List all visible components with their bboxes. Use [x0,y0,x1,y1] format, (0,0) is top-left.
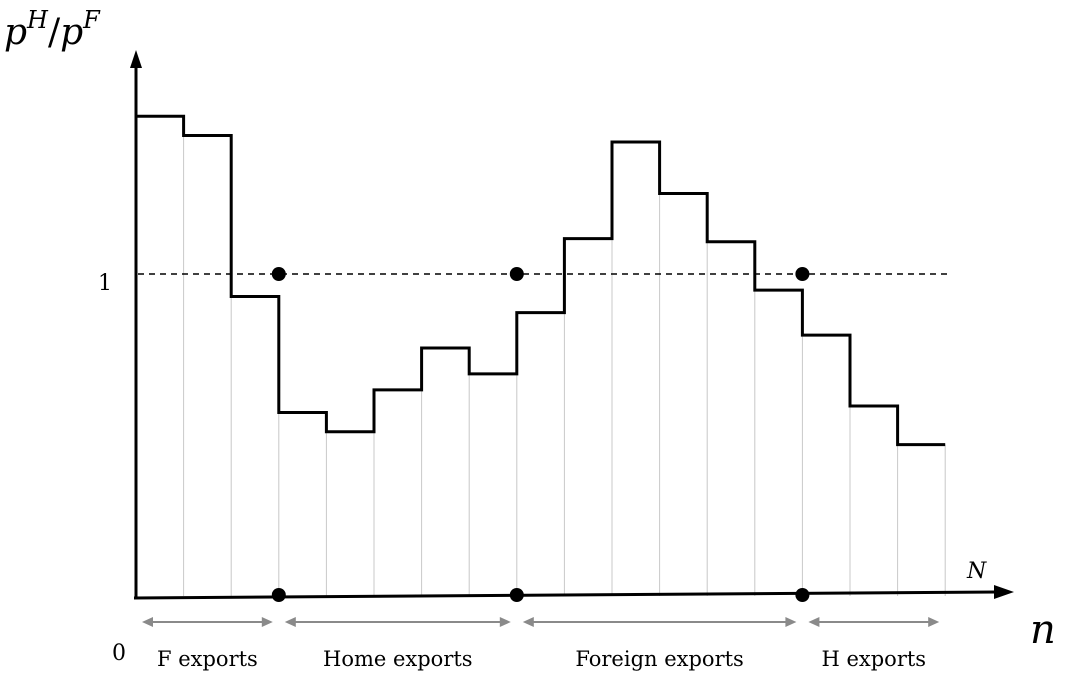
region-arrowhead-left [522,617,534,627]
crossing-markers [271,267,810,602]
region-arrowhead-right [785,617,797,627]
region-arrowhead-left [284,617,296,627]
region-label: Foreign exports [575,647,744,671]
region-label: H exports [821,647,926,671]
tick-label-one: 1 [98,271,112,296]
x-axis-arrowhead [994,585,1014,599]
region-arrowhead-right [261,617,273,627]
axis-dot [509,588,524,602]
step-gridlines [183,135,946,596]
region-arrowhead-left [808,617,820,627]
crossing-dot [509,267,524,281]
region-arrow [808,617,940,627]
crossing-dot [795,267,810,281]
region-arrowhead-right [499,617,511,627]
region-arrowhead-left [142,617,153,627]
x-axis [133,590,999,600]
price-ratio-step-curve [136,114,946,447]
tick-label-zero: 0 [112,641,126,666]
region-label: F exports [157,647,258,671]
region-arrowhead-right [928,617,940,627]
export-regions: F exports Home exports Foreign exports H ex… [142,617,940,671]
region-label: Home exports [323,647,473,671]
y-axis-label: pH/pF [4,6,101,53]
region-arrow [284,617,511,627]
end-label-N: N [966,559,987,584]
axis-dot [271,588,286,602]
y-axis-arrowhead [130,50,142,68]
axis-dot [795,588,810,602]
crossing-dot [271,267,286,281]
region-arrow [522,617,797,627]
x-axis-label: n [1030,607,1056,653]
region-arrow [142,617,273,627]
